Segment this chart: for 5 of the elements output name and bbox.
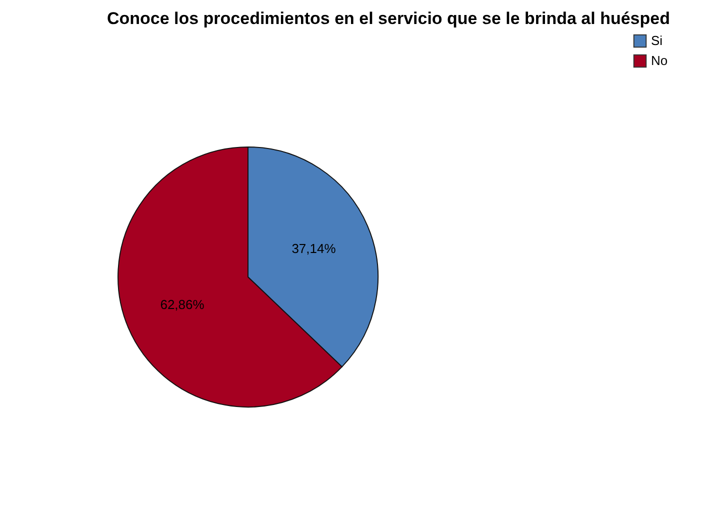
legend-label: No <box>651 53 668 68</box>
data-label: 37,14% <box>292 240 336 256</box>
chart-title: Conoce los procedimientos en el servicio que se le brinda al huésped <box>106 9 670 28</box>
data-label: 62,86% <box>160 297 205 312</box>
legend-label: Si <box>651 33 663 48</box>
